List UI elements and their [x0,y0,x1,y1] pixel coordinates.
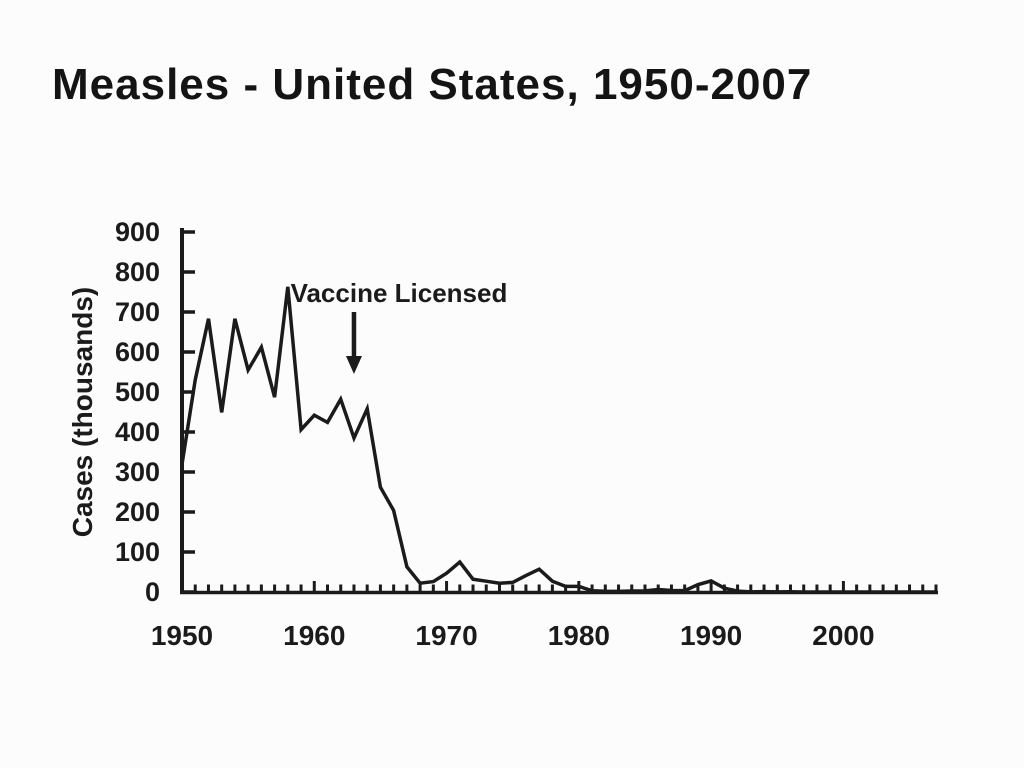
y-axis-label: Cases (thousands) [67,287,98,538]
x-tick-label: 1970 [415,620,477,651]
y-tick-label: 500 [115,377,160,407]
x-tick-label: 1980 [548,620,610,651]
y-tick-label: 400 [115,417,160,447]
y-tick-label: 0 [145,577,160,607]
x-tick-label: 1990 [680,620,742,651]
annotation-text: Vaccine Licensed [291,278,508,308]
x-tick-label: 1950 [151,620,213,651]
y-tick-label: 600 [115,337,160,367]
y-tick-label: 200 [115,497,160,527]
x-tick-label: 2000 [812,620,874,651]
y-tick-label: 900 [115,217,160,247]
y-tick-label: 300 [115,457,160,487]
chart-title: Measles - United States, 1950-2007 [52,60,813,109]
measles-cases-line [180,286,938,594]
y-axis-ticks: 0 100 200 300 400 500 600 700 800 900 [115,217,195,607]
x-axis-ticks: 1950 1960 1970 1980 1990 2000 [151,581,938,651]
y-tick-label: 800 [115,257,160,287]
y-tick-label: 700 [115,297,160,327]
x-tick-label: 1960 [283,620,345,651]
y-tick-label: 100 [115,537,160,567]
annotation-arrowhead [345,356,362,374]
